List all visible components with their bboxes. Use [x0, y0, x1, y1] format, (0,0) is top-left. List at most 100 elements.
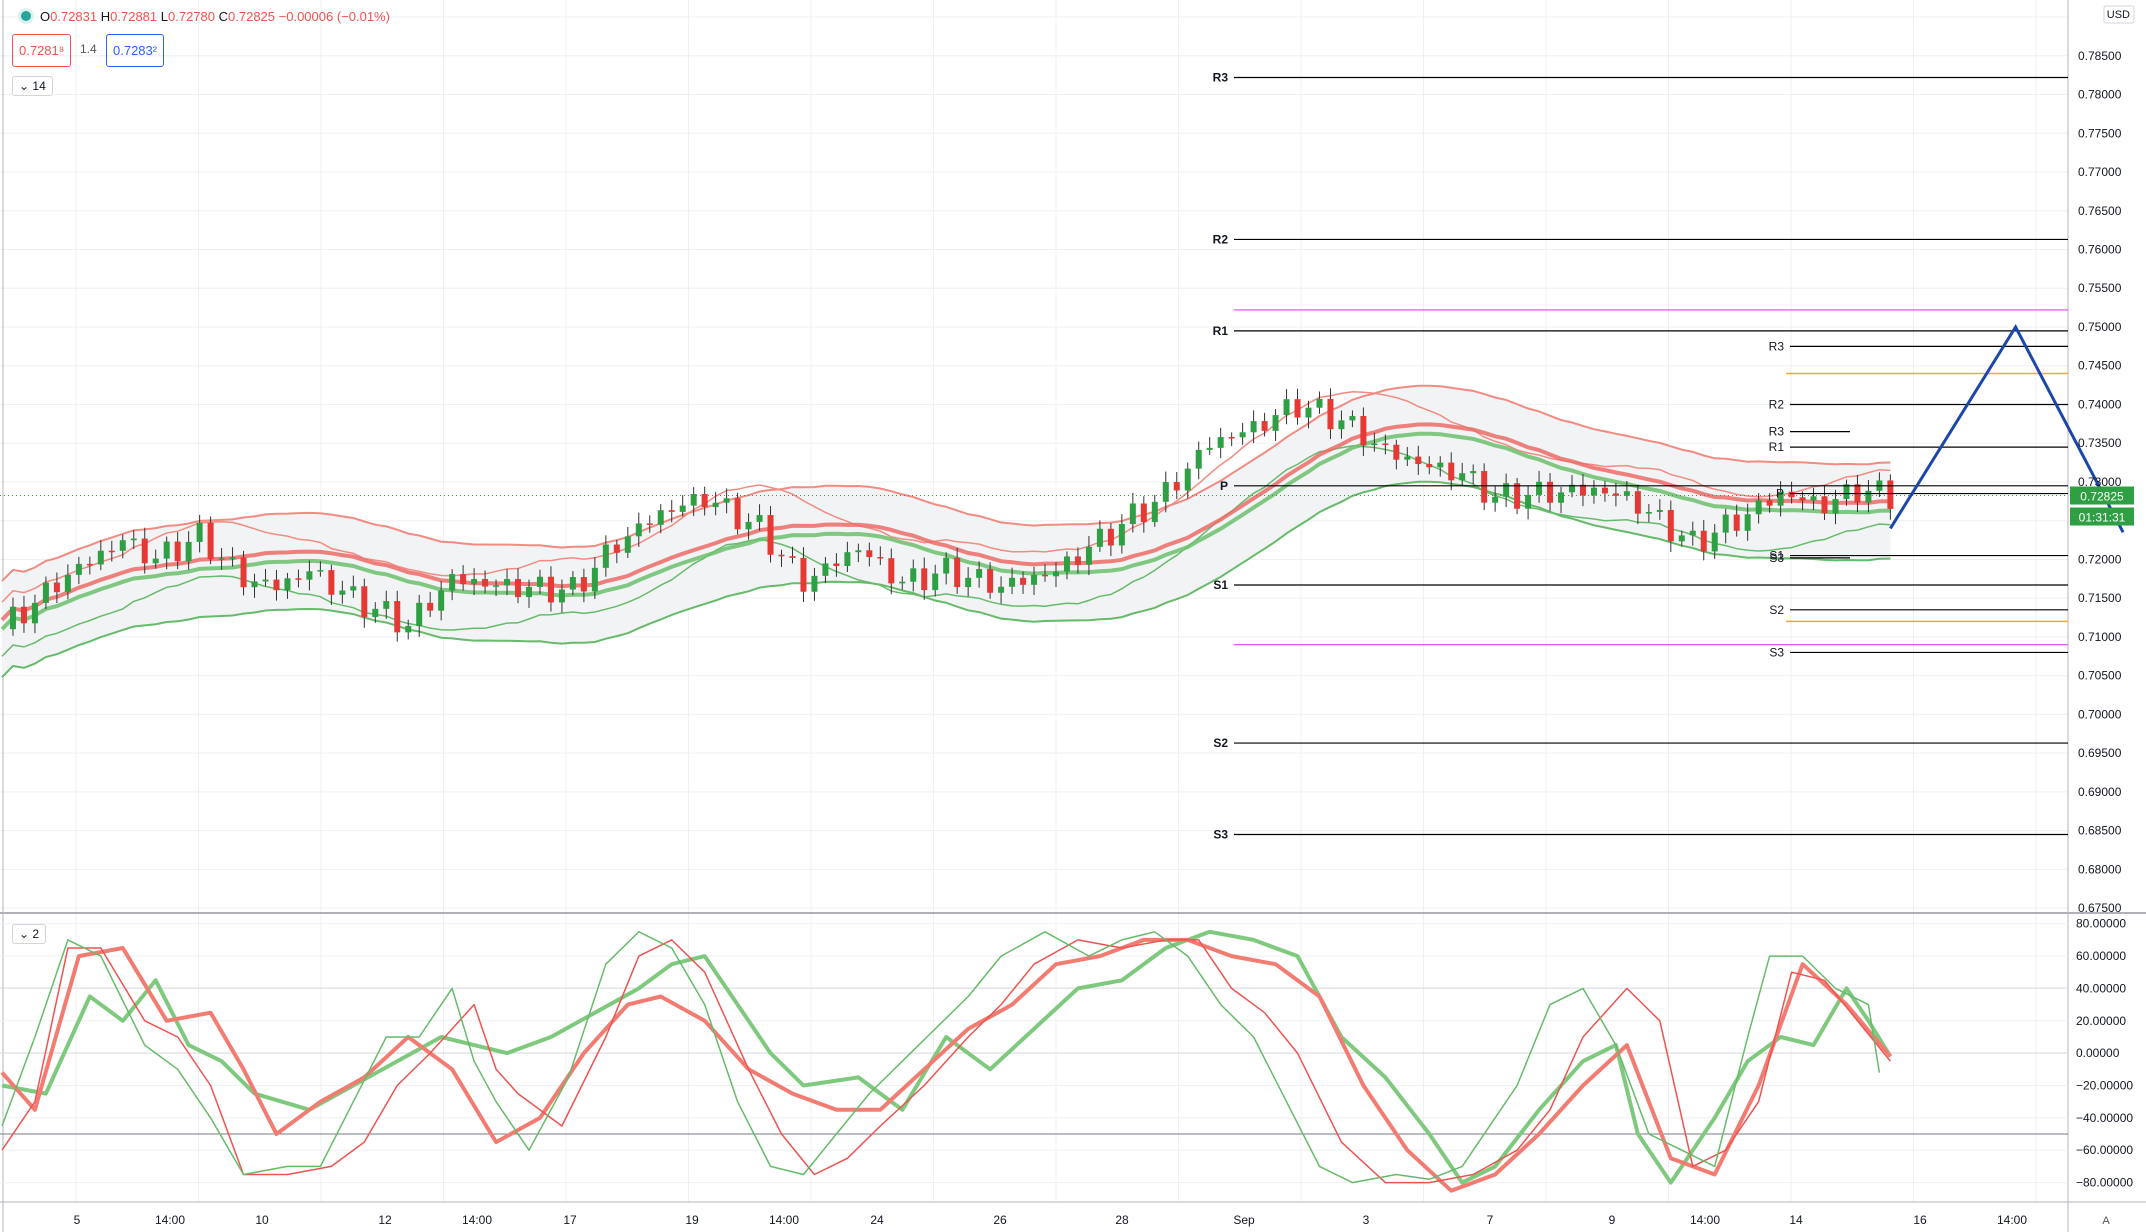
candle-body	[9, 606, 16, 630]
candle-up	[1437, 456, 1444, 477]
pivot-label: R3	[1213, 70, 1229, 84]
candle-up	[1283, 389, 1290, 425]
candle-body	[1865, 490, 1872, 503]
candle-body	[1162, 482, 1169, 502]
candle-body	[372, 608, 379, 617]
candle-body	[1217, 437, 1224, 448]
indicator-toggle-main[interactable]: ⌄ 14	[12, 76, 53, 96]
candle-body	[240, 557, 247, 588]
buy-price-button[interactable]: 0.7283²	[106, 34, 165, 67]
time-tick: 16	[1913, 1213, 1927, 1227]
candle-up	[350, 575, 357, 598]
candle-up	[1009, 567, 1016, 595]
candle-body	[427, 602, 434, 611]
candle-down	[273, 569, 280, 601]
chevron-down-icon: ⌄	[19, 927, 30, 941]
candle-body	[635, 523, 642, 537]
candle-body	[504, 579, 511, 586]
candle-up	[1404, 447, 1411, 467]
candle-up	[1129, 492, 1136, 533]
candle-down	[141, 527, 148, 574]
candle-body	[383, 601, 390, 609]
candle-body	[987, 568, 994, 593]
candle-body	[1415, 456, 1422, 465]
candle-body	[1173, 482, 1180, 491]
candle-up	[1843, 479, 1850, 506]
candle-body	[1601, 487, 1608, 494]
pivot-lines-weekly: R3 R2 R1 P S1 S2 S3	[1769, 339, 2068, 659]
indicator-count: 14	[32, 79, 46, 93]
candle-down	[1415, 445, 1422, 475]
pivot-label: S3	[1769, 551, 1784, 565]
candle-up	[1656, 499, 1663, 520]
candle-down	[1107, 523, 1114, 557]
candle-up	[657, 504, 664, 534]
candle-up	[965, 567, 972, 597]
candle-body	[1360, 416, 1367, 446]
candle-up	[1689, 521, 1696, 546]
candle-down	[295, 569, 302, 588]
candle-down	[207, 516, 214, 565]
candle-down	[1393, 439, 1400, 470]
oscillator-pane	[0, 923, 2068, 1193]
candle-body	[1821, 496, 1828, 514]
candle-up	[471, 568, 478, 596]
price-tick: 0.69500	[2078, 746, 2122, 760]
candle-body	[558, 589, 565, 603]
price-tick: 0.75500	[2078, 281, 2122, 295]
candle-up	[1536, 470, 1543, 503]
candle-up	[306, 560, 313, 591]
candle-up	[1272, 409, 1279, 441]
candle-body	[1129, 503, 1136, 525]
candle-body	[1777, 491, 1784, 506]
candle-body	[1448, 462, 1455, 481]
candle-down	[1799, 491, 1806, 511]
candle-up	[1558, 486, 1565, 514]
candle-body	[1711, 532, 1718, 552]
candle-body	[624, 536, 631, 553]
candle-down	[1140, 496, 1147, 533]
candle-down	[1481, 463, 1488, 511]
sell-price-button[interactable]: 0.7281⁸	[12, 34, 72, 67]
candle-up	[438, 581, 445, 621]
candle-up	[1338, 410, 1345, 439]
candle-up	[1492, 486, 1499, 512]
price-tick: 0.73000	[2078, 475, 2122, 489]
candle-body	[855, 550, 862, 553]
open-value: 0.72831	[50, 8, 98, 24]
candle-up	[756, 504, 763, 531]
candle-up	[416, 594, 423, 637]
pivot-label: S1	[1769, 549, 1784, 563]
candle-body	[1184, 468, 1191, 491]
candle-body	[1645, 511, 1652, 514]
candle-up	[1349, 410, 1356, 428]
candle-up	[932, 564, 939, 597]
pivot-label: S3	[1769, 645, 1784, 659]
candle-down	[1612, 483, 1619, 507]
osc-tick: 60.00000	[2076, 949, 2126, 963]
candle-down	[580, 568, 587, 603]
candle-down	[1448, 452, 1455, 491]
candle-up	[1217, 427, 1224, 459]
candle-body	[525, 586, 532, 598]
candle-body	[86, 563, 93, 566]
candle-up	[1250, 410, 1257, 444]
candle-up	[130, 530, 137, 550]
candle-down	[53, 572, 60, 603]
price-tick: 0.68000	[2078, 862, 2122, 876]
candle-body	[1459, 473, 1466, 481]
auto-scale-toggle[interactable]: A	[2102, 1215, 2110, 1227]
price-tick: 0.74500	[2078, 359, 2122, 373]
countdown-value: 01:31:31	[2079, 511, 2126, 525]
candle-up	[1096, 520, 1103, 552]
indicator-toggle-oscillator[interactable]: ⌄ 2	[12, 924, 47, 944]
candle-down	[1042, 564, 1049, 582]
price-tick: 0.71500	[2078, 591, 2122, 605]
candle-up	[943, 552, 950, 585]
candle-down	[1667, 500, 1674, 553]
candle-down	[1074, 547, 1081, 574]
time-tick: 14	[1789, 1213, 1803, 1227]
candle-body	[339, 590, 346, 595]
candle-body	[536, 576, 543, 587]
